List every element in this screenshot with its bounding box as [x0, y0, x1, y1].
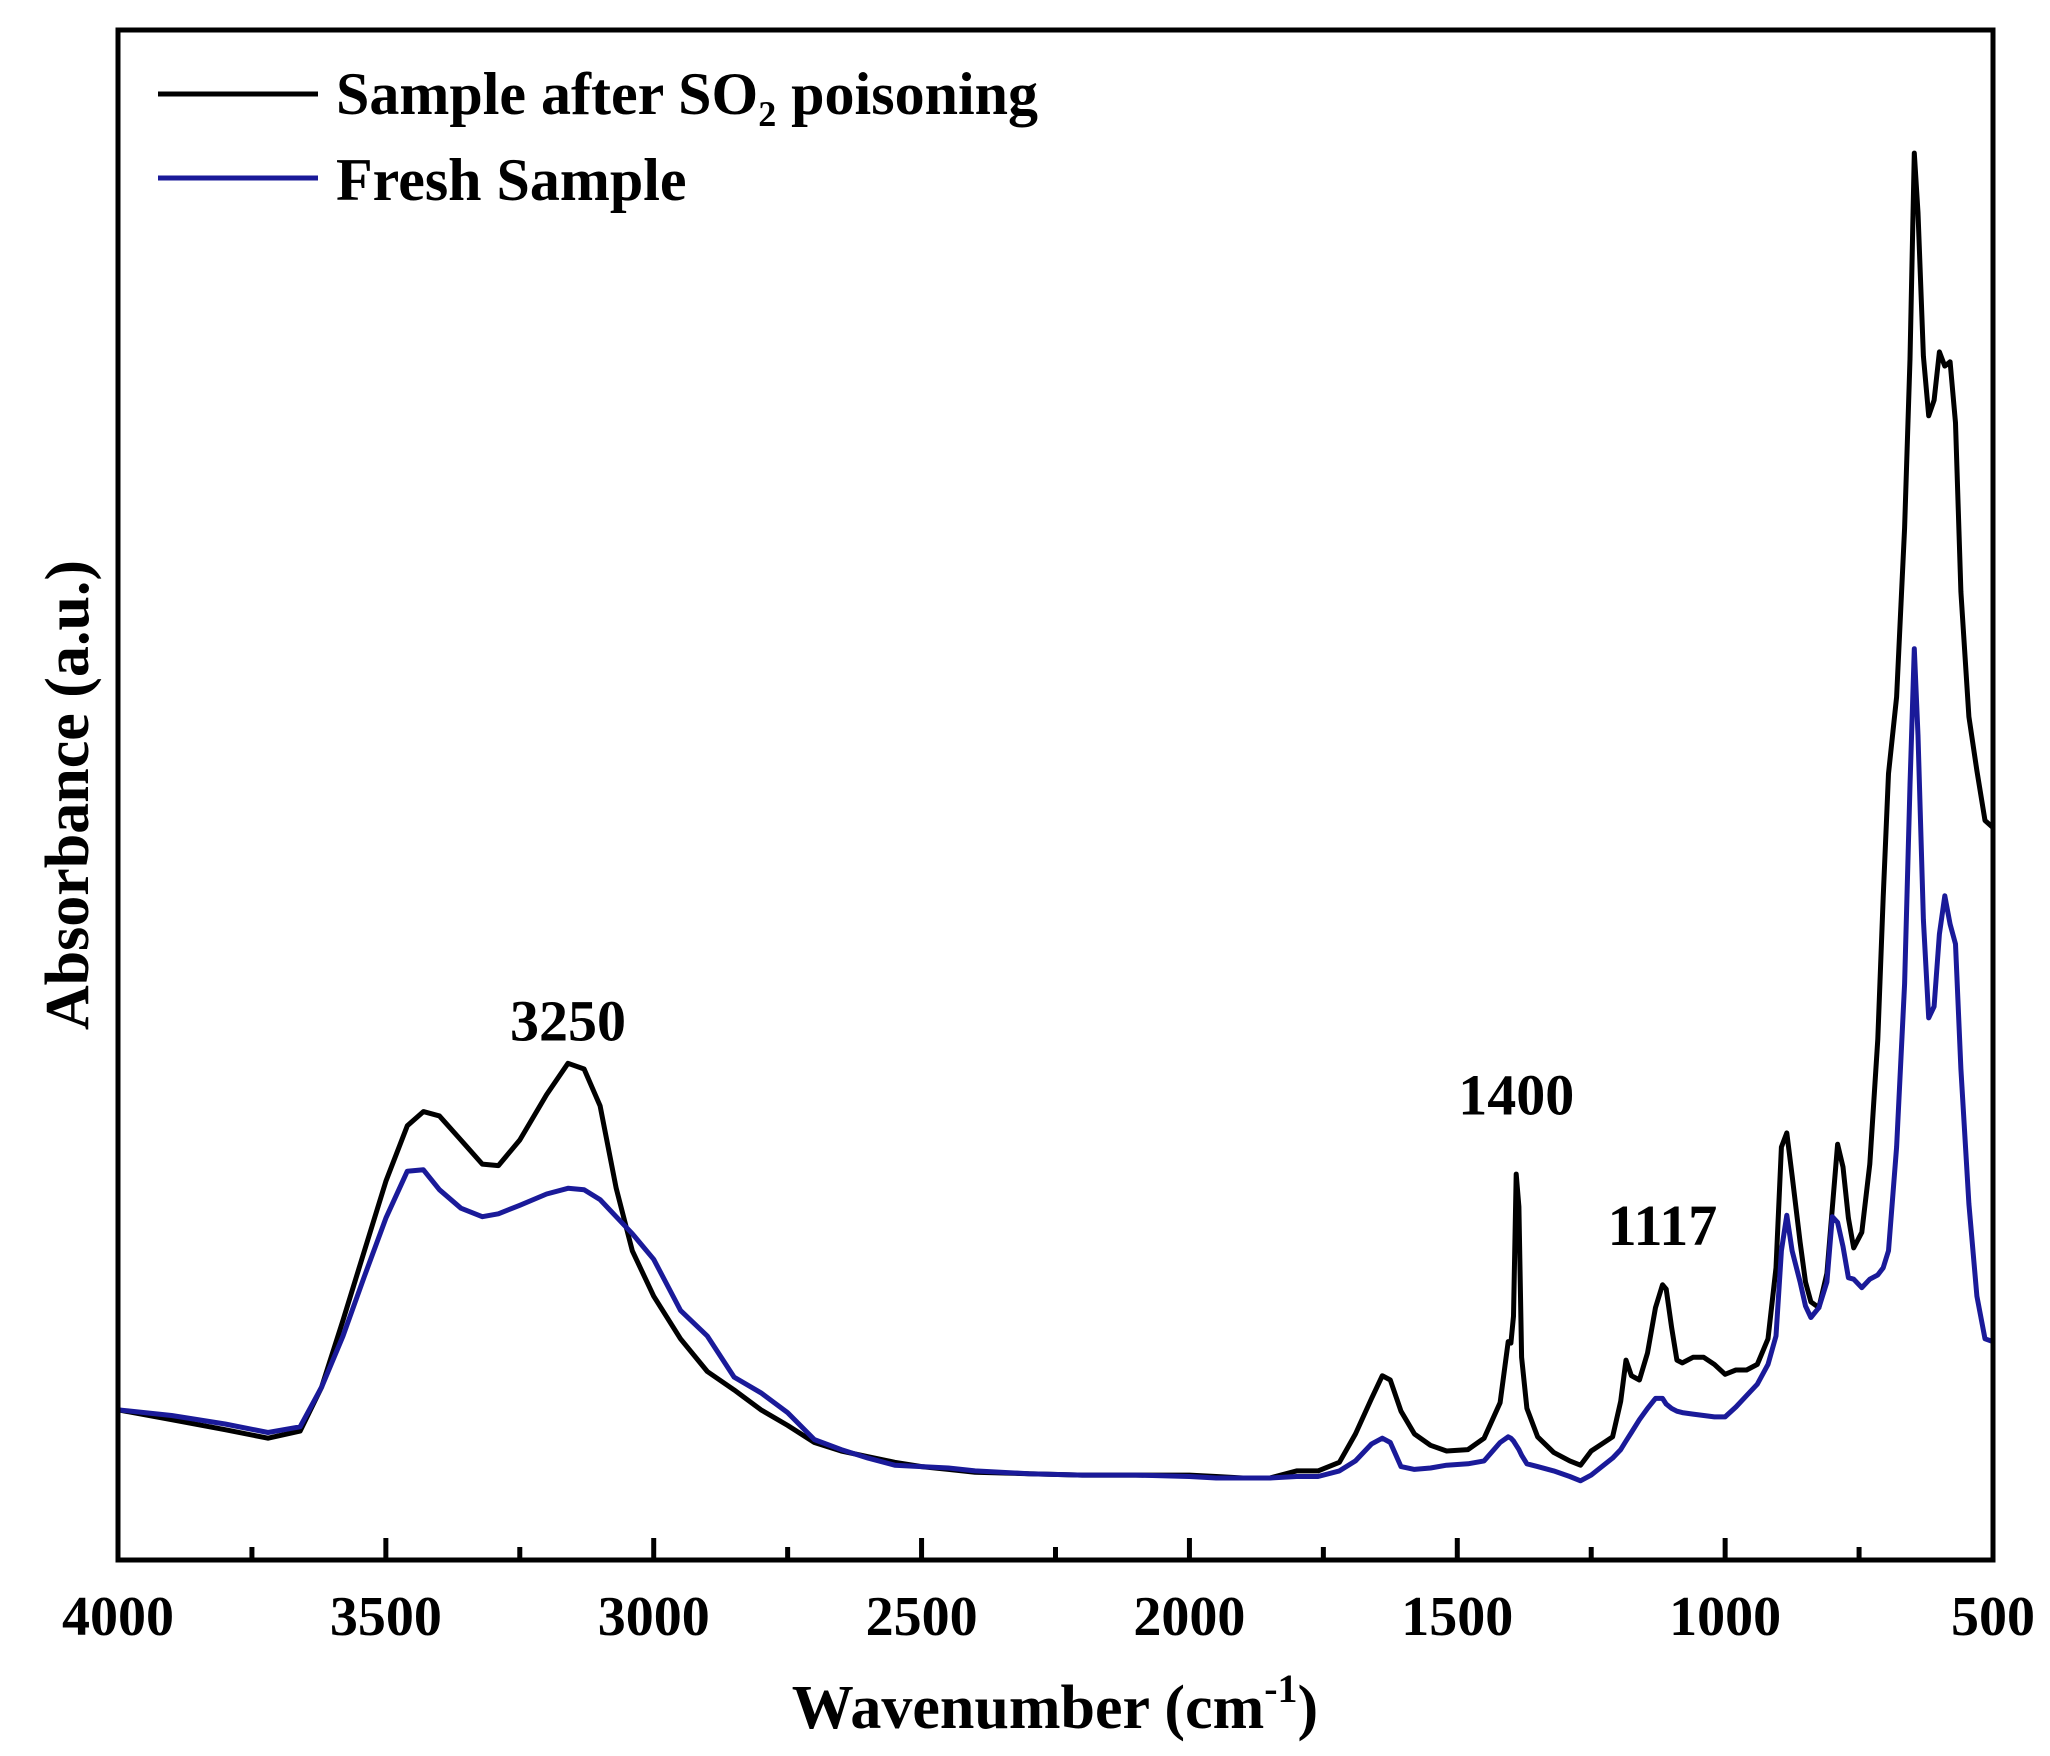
x-tick-label: 2500 — [866, 1586, 978, 1648]
x-tick-label: 4000 — [62, 1586, 174, 1648]
x-tick-label: 1000 — [1669, 1586, 1781, 1648]
x-tick-label: 1500 — [1401, 1586, 1513, 1648]
legend: Sample after SO₂ poisoning Fresh Sample — [158, 61, 1038, 213]
x-axis-title-superscript: -1 — [1264, 1666, 1297, 1711]
y-axis-title: Absorbance (a.u.) — [34, 560, 102, 1030]
x-axis-title: Wavenumber (cm-1) — [792, 1666, 1318, 1742]
series-line-so2-sample — [115, 150, 1996, 1481]
legend-label-so2-sample: Sample after SO₂ poisoning — [336, 61, 1038, 127]
x-tick-label: 3000 — [598, 1586, 710, 1648]
plot-marks — [115, 150, 1996, 1484]
x-axis-tick-labels: 4000 3500 3000 2500 2000 1500 1000 500 — [62, 1586, 2035, 1648]
x-axis-ticks — [115, 1538, 1996, 1560]
peak-annotations: 3250 1400 1117 — [510, 989, 1717, 1258]
series-line-fresh-sample — [115, 646, 1996, 1484]
peak-label: 1117 — [1608, 1193, 1718, 1258]
peak-label: 1400 — [1458, 1062, 1574, 1127]
x-axis-title-main: Wavenumber (cm — [792, 1674, 1264, 1742]
x-tick-label: 2000 — [1133, 1586, 1245, 1648]
x-axis-title-close: ) — [1298, 1674, 1319, 1742]
legend-label-fresh-sample: Fresh Sample — [336, 147, 687, 213]
peak-label: 3250 — [510, 989, 626, 1054]
x-tick-label: 3500 — [330, 1586, 442, 1648]
x-tick-label: 500 — [1951, 1586, 2035, 1648]
plot-frame — [115, 27, 1996, 1563]
